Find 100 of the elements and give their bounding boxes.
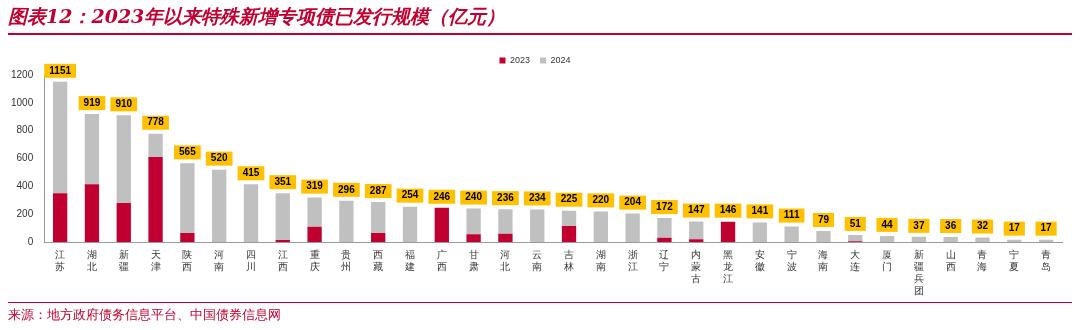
bar <box>148 157 163 242</box>
y-tick-label: 600 <box>16 152 34 164</box>
x-tick-label: 宁波 <box>786 248 797 272</box>
bar <box>466 234 481 242</box>
bar <box>180 232 195 242</box>
bar <box>911 236 927 242</box>
total-label: 172 <box>656 200 674 212</box>
x-tick-label: 海南 <box>818 248 829 272</box>
total-label: 296 <box>338 183 356 195</box>
total-label: 1151 <box>49 64 72 76</box>
bar <box>84 184 100 242</box>
total-label: 17 <box>1008 222 1021 234</box>
bar <box>212 169 227 242</box>
x-tick-label: 青海 <box>977 248 988 272</box>
x-tick-label: 山西 <box>945 248 956 272</box>
x-tick-label: 大连 <box>850 248 861 272</box>
bar <box>307 226 322 242</box>
bar <box>943 236 958 242</box>
total-label: 919 <box>83 96 101 108</box>
bar <box>975 237 990 242</box>
bar <box>530 209 545 242</box>
bar <box>52 193 68 242</box>
x-tick-label: 厦门 <box>882 248 893 272</box>
x-tick-label: 新疆兵团 <box>913 248 924 296</box>
total-label: 36 <box>945 219 957 231</box>
total-label: 520 <box>210 152 228 164</box>
total-label: 51 <box>849 217 862 229</box>
bar <box>116 115 131 204</box>
x-tick-label: 湖南 <box>595 248 606 272</box>
x-tick-label: 吉林 <box>563 248 575 272</box>
total-label: 287 <box>369 184 387 196</box>
x-tick-label: 河南 <box>214 248 225 272</box>
x-tick-label: 黑龙江 <box>723 248 734 284</box>
total-label: 32 <box>976 220 989 232</box>
x-tick-label: 宁夏 <box>1009 248 1020 272</box>
bar <box>402 206 418 242</box>
bar <box>275 239 290 242</box>
bar <box>561 210 577 226</box>
bar <box>434 207 449 242</box>
bar <box>498 209 513 234</box>
y-tick-label: 200 <box>16 207 34 219</box>
bar <box>752 222 768 242</box>
total-label: 111 <box>783 209 800 221</box>
x-tick-label: 新疆 <box>118 248 129 272</box>
y-tick-label: 1000 <box>11 96 34 108</box>
total-label: 246 <box>433 190 451 202</box>
x-tick-label: 广西 <box>436 248 447 272</box>
bar <box>561 226 577 242</box>
source-note: 来源：地方政府债务信息平台、中国债券信息网 <box>8 302 1072 324</box>
bar <box>689 221 704 240</box>
total-label: 236 <box>497 191 515 203</box>
x-tick-label: 河北 <box>500 248 511 272</box>
x-tick-label: 浙江 <box>627 248 638 272</box>
bar <box>148 133 163 158</box>
bar <box>625 213 640 242</box>
total-label: 147 <box>687 204 706 216</box>
x-tick-label: 辽宁 <box>659 248 670 272</box>
bar <box>275 193 290 240</box>
x-tick-label: 福建 <box>404 248 415 272</box>
total-label: 37 <box>913 219 925 231</box>
x-tick-label: 青岛 <box>1041 248 1052 272</box>
y-tick-label: 1200 <box>11 68 34 80</box>
legend-label: 2023 <box>509 54 531 65</box>
total-label: 778 <box>147 116 165 128</box>
bar <box>180 163 195 233</box>
x-tick-label: 甘肃 <box>468 248 479 272</box>
total-label: 17 <box>1040 222 1053 234</box>
total-label: 141 <box>751 205 769 217</box>
x-tick-label: 西藏 <box>373 248 384 272</box>
total-label: 234 <box>528 192 546 204</box>
chart-title: 图表12：2023年以来特殊新增专项债已发行规模（亿元） <box>8 4 1072 35</box>
bar <box>593 211 608 242</box>
total-label: 351 <box>274 175 292 187</box>
total-label: 565 <box>179 146 197 158</box>
y-tick-label: 400 <box>16 180 34 192</box>
bar <box>689 239 704 242</box>
bar <box>371 232 386 242</box>
x-tick-label: 贵州 <box>341 248 352 272</box>
bar <box>339 200 354 242</box>
total-label: 204 <box>624 196 642 208</box>
total-label: 44 <box>881 218 894 230</box>
bar <box>848 234 863 242</box>
x-tick-label: 重庆 <box>309 248 320 272</box>
legend-label: 2024 <box>550 54 571 65</box>
bar <box>466 208 481 235</box>
total-label: 415 <box>242 167 260 178</box>
x-tick-label: 内蒙古 <box>691 248 702 284</box>
bar <box>243 184 259 242</box>
bar <box>657 237 672 242</box>
bar <box>371 202 386 233</box>
bar <box>84 114 100 185</box>
total-label: 319 <box>306 180 324 192</box>
total-label: 220 <box>592 194 610 206</box>
x-tick-label: 湖北 <box>86 248 97 272</box>
bar <box>52 81 68 194</box>
x-tick-label: 云南 <box>532 248 543 272</box>
bar <box>657 218 672 238</box>
bar <box>116 203 131 242</box>
x-tick-label: 天津 <box>150 248 161 272</box>
x-tick-label: 陕西 <box>182 248 193 272</box>
